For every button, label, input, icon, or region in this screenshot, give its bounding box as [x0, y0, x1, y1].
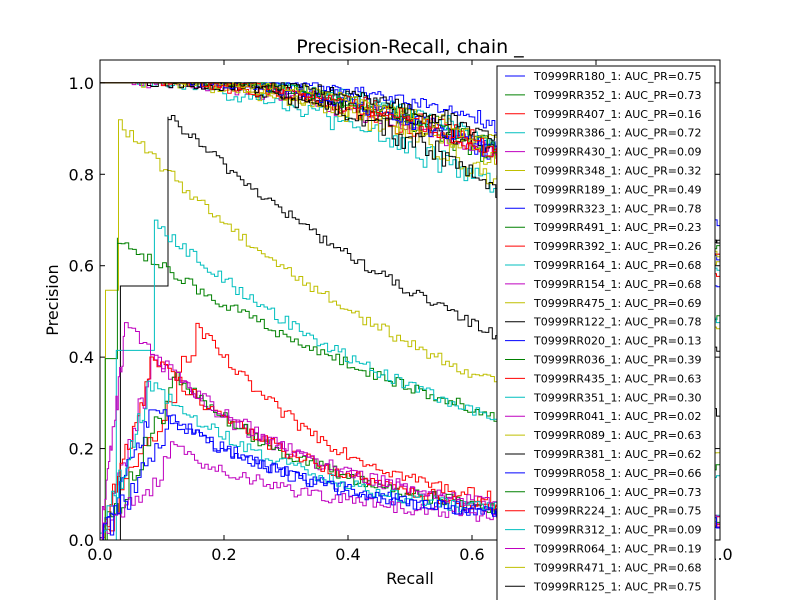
x-tick-label: 0.0	[87, 545, 112, 564]
legend-label: T0999RR058_1: AUC_PR=0.66	[533, 467, 701, 480]
y-tick-label: 0.6	[69, 257, 94, 276]
legend-label: T0999RR089_1: AUC_PR=0.63	[533, 429, 701, 442]
legend-label: T0999RR323_1: AUC_PR=0.78	[533, 202, 701, 215]
y-tick-label: 0.2	[69, 440, 94, 459]
legend-box	[496, 65, 716, 600]
legend-label: T0999RR154_1: AUC_PR=0.68	[533, 278, 701, 291]
legend-label: T0999RR020_1: AUC_PR=0.13	[533, 335, 701, 348]
legend-label: T0999RR041_1: AUC_PR=0.02	[533, 410, 701, 423]
legend-label: T0999RR471_1: AUC_PR=0.68	[533, 561, 701, 574]
legend-label: T0999RR036_1: AUC_PR=0.39	[533, 354, 701, 367]
legend-label: T0999RR352_1: AUC_PR=0.73	[533, 89, 701, 102]
legend-label: T0999RR189_1: AUC_PR=0.49	[533, 183, 701, 196]
legend-label: T0999RR351_1: AUC_PR=0.30	[533, 391, 701, 404]
legend-label: T0999RR392_1: AUC_PR=0.26	[533, 240, 701, 253]
y-tick-label: 0.0	[69, 531, 94, 550]
legend-label: T0999RR180_1: AUC_PR=0.75	[533, 70, 701, 83]
x-tick-label: 0.2	[211, 545, 236, 564]
legend-label: T0999RR381_1: AUC_PR=0.62	[533, 448, 701, 461]
legend-label: T0999RR430_1: AUC_PR=0.09	[533, 146, 701, 159]
x-tick-label: 0.4	[335, 545, 360, 564]
legend-label: T0999RR064_1: AUC_PR=0.19	[533, 543, 701, 556]
legend-label: T0999RR435_1: AUC_PR=0.63	[533, 372, 701, 385]
x-tick-label: 0.6	[459, 545, 484, 564]
legend-label: T0999RR407_1: AUC_PR=0.16	[533, 108, 701, 121]
legend-label: T0999RR122_1: AUC_PR=0.78	[533, 316, 701, 329]
legend-label: T0999RR491_1: AUC_PR=0.23	[533, 221, 701, 234]
y-tick-label: 0.8	[69, 165, 94, 184]
legend-label: T0999RR475_1: AUC_PR=0.69	[533, 297, 701, 310]
legend-label: T0999RR386_1: AUC_PR=0.72	[533, 127, 701, 140]
legend-label: T0999RR125_1: AUC_PR=0.75	[533, 580, 701, 593]
legend-label: T0999RR224_1: AUC_PR=0.75	[533, 505, 701, 518]
legend-label: T0999RR348_1: AUC_PR=0.32	[533, 165, 701, 178]
legend-label: T0999RR106_1: AUC_PR=0.73	[533, 486, 701, 499]
legend-label: T0999RR312_1: AUC_PR=0.09	[533, 524, 701, 537]
legend-label: T0999RR164_1: AUC_PR=0.68	[533, 259, 701, 272]
legend: T0999RR180_1: AUC_PR=0.75 T0999RR352_1: A…	[496, 65, 716, 600]
axes-frame	[99, 59, 721, 541]
chart-title: Precision-Recall, chain _	[296, 36, 524, 58]
y-tick-label: 0.4	[69, 348, 94, 367]
x-axis-label: Recall	[386, 569, 434, 588]
y-tick-label: 1.0	[69, 74, 94, 93]
y-axis-label: Precision	[43, 264, 62, 335]
